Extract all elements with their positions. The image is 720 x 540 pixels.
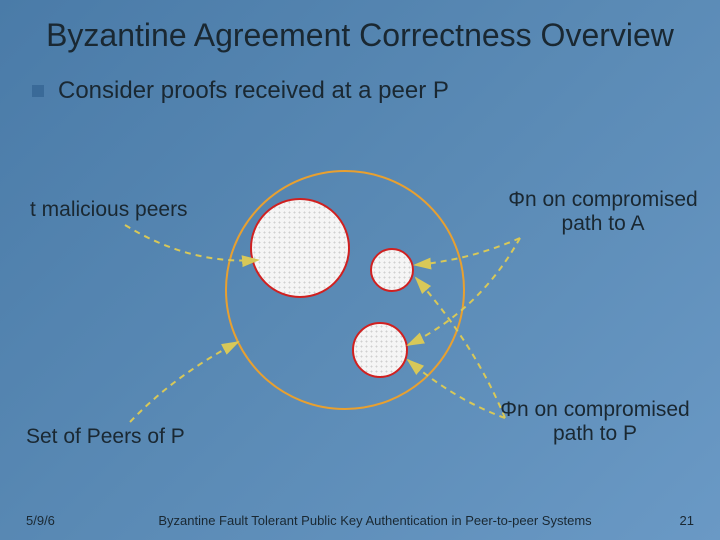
- label-path-to-a-line1: Φn on compromised: [508, 188, 698, 211]
- label-path-to-a: Φn on compromised path to A: [498, 188, 708, 236]
- bullet-text: Consider proofs received at a peer P: [58, 77, 449, 105]
- slide-title: Byzantine Agreement Correctness Overview: [0, 0, 720, 53]
- label-path-to-a-line2: path to A: [562, 212, 645, 235]
- label-path-to-p: Φn on compromised path to P: [490, 398, 700, 446]
- malicious-circle-1: [250, 198, 350, 298]
- peers-set-circle: [225, 170, 465, 410]
- label-malicious-peers: t malicious peers: [30, 198, 188, 222]
- footer: 5/9/6 Byzantine Fault Tolerant Public Ke…: [0, 513, 720, 528]
- label-set-of-peers: Set of Peers of P: [26, 425, 185, 449]
- label-path-to-p-line1: Φn on compromised: [500, 398, 690, 421]
- footer-page-number: 21: [644, 513, 694, 528]
- footer-title: Byzantine Fault Tolerant Public Key Auth…: [106, 513, 644, 528]
- bullet-square-icon: [32, 85, 44, 97]
- diagram-area: t malicious peers Φn on compromised path…: [0, 160, 720, 490]
- footer-date: 5/9/6: [26, 513, 106, 528]
- bullet-row: Consider proofs received at a peer P: [32, 77, 720, 105]
- malicious-circle-2: [370, 248, 414, 292]
- malicious-circle-3: [352, 322, 408, 378]
- label-path-to-p-line2: path to P: [553, 422, 637, 445]
